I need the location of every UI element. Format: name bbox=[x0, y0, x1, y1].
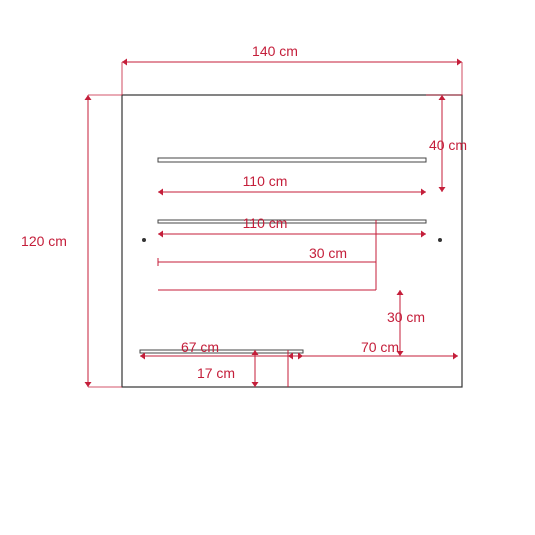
shelf-slot-0 bbox=[158, 158, 426, 162]
dimension-diagram: 140 cm 120 cm 40 cm 110 cm 110 cm 30 cm 30 cm 7… bbox=[0, 0, 535, 535]
mount-dot-1 bbox=[438, 238, 442, 242]
shelf-slot-1 bbox=[158, 220, 426, 223]
dim-label-left_120: 120 cm bbox=[21, 233, 67, 249]
dim-label-h_67: 67 cm bbox=[181, 339, 219, 355]
dim-label-vert_small_17: 17 cm bbox=[197, 365, 235, 381]
dim-label-vert_div_2: 30 cm bbox=[387, 309, 425, 325]
dim-label-shelf_110_mid: 110 cm bbox=[243, 215, 288, 231]
mount-dot-0 bbox=[142, 238, 146, 242]
dim-label-h_30_top: 30 cm bbox=[309, 245, 347, 261]
furniture-outline bbox=[122, 95, 462, 387]
shelf-slot-2 bbox=[140, 350, 303, 353]
dim-label-right_40: 40 cm bbox=[429, 137, 467, 153]
dim-label-shelf_110_top: 110 cm bbox=[243, 173, 288, 189]
dim-label-top_140: 140 cm bbox=[252, 43, 298, 59]
dim-label-h_70: 70 cm bbox=[361, 339, 399, 355]
